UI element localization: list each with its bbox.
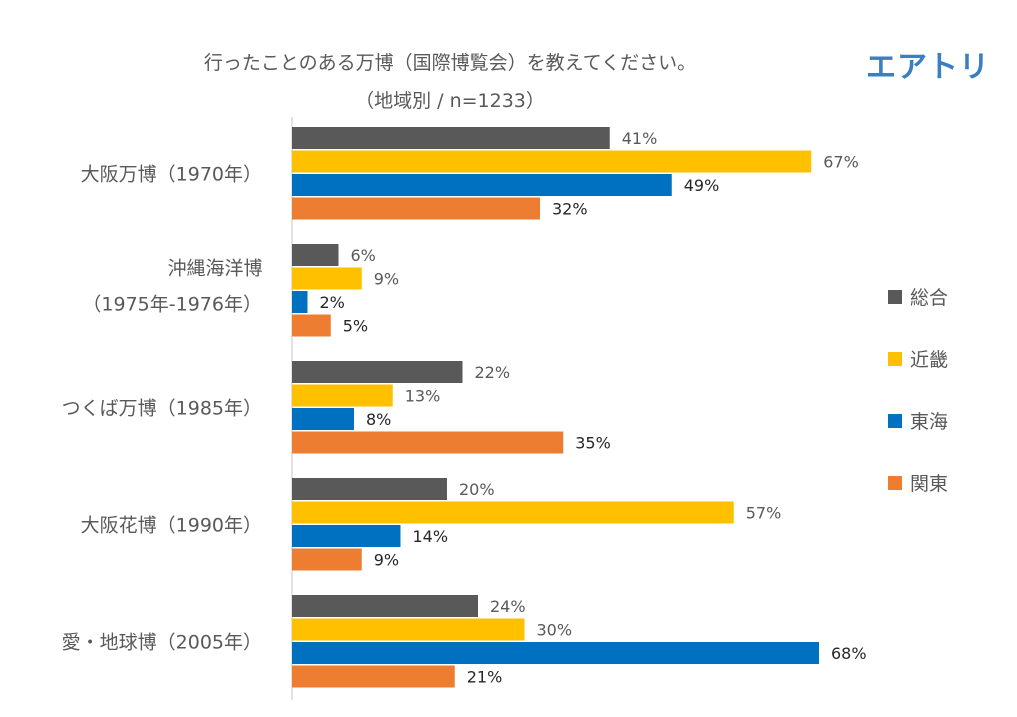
category-label-line: 沖縄海洋博 (167, 257, 262, 279)
legend-label: 関東 (910, 473, 948, 495)
legend-label: 近畿 (910, 349, 948, 371)
bar (292, 314, 331, 337)
data-label: 30% (537, 621, 573, 640)
bar (292, 595, 478, 617)
data-label: 9% (374, 551, 399, 570)
bar (292, 501, 734, 524)
bar (292, 197, 540, 220)
bar (292, 291, 308, 313)
bar (292, 665, 455, 688)
bar (292, 431, 564, 454)
data-label: 32% (552, 200, 588, 219)
data-label: 68% (831, 644, 867, 663)
bar (292, 174, 672, 196)
data-label: 8% (366, 410, 391, 429)
bar (292, 384, 393, 407)
bar (292, 478, 447, 500)
bar (292, 150, 812, 173)
data-label: 57% (746, 504, 782, 523)
bar (292, 127, 610, 149)
data-label: 24% (490, 597, 526, 616)
bar (292, 618, 525, 641)
data-label: 2% (320, 293, 345, 312)
bar (292, 408, 354, 430)
category-label: 大阪花博（1990年） (81, 514, 262, 536)
data-label: 21% (467, 668, 503, 687)
bar (292, 267, 362, 290)
legend-swatch (888, 290, 902, 304)
legend-swatch (888, 352, 902, 366)
category-label-line: （1975年-1976年） (82, 293, 262, 315)
bar (292, 525, 401, 547)
data-label: 67% (823, 153, 859, 172)
data-label: 41% (622, 129, 658, 148)
bar (292, 361, 463, 383)
data-label: 13% (405, 387, 441, 406)
bar (292, 548, 362, 571)
data-label: 5% (343, 317, 368, 336)
legend-swatch (888, 414, 902, 428)
category-label: つくば万博（1985年） (62, 397, 262, 419)
bar (292, 642, 819, 664)
legend-label: 総合 (910, 287, 948, 309)
brand-logo: エアトリ (866, 50, 990, 85)
bar (292, 244, 339, 266)
data-label: 49% (684, 176, 720, 195)
chart-subtitle: （地域別 / n=1233） (355, 90, 545, 112)
data-label: 9% (374, 270, 399, 289)
data-label: 20% (459, 480, 495, 499)
chart-title: 行ったことのある万博（国際博覧会）を教えてください。 (203, 52, 697, 74)
data-label: 6% (351, 246, 376, 265)
category-label: 大阪万博（1970年） (81, 163, 262, 185)
data-label: 14% (413, 527, 449, 546)
category-label: 沖縄海洋博 （1975年-1976年） (82, 257, 262, 315)
legend-label: 東海 (910, 411, 948, 433)
legend-swatch (888, 476, 902, 490)
data-label: 35% (575, 434, 611, 453)
category-label: 愛・地球博（2005年） (62, 631, 262, 653)
data-label: 22% (475, 363, 511, 382)
